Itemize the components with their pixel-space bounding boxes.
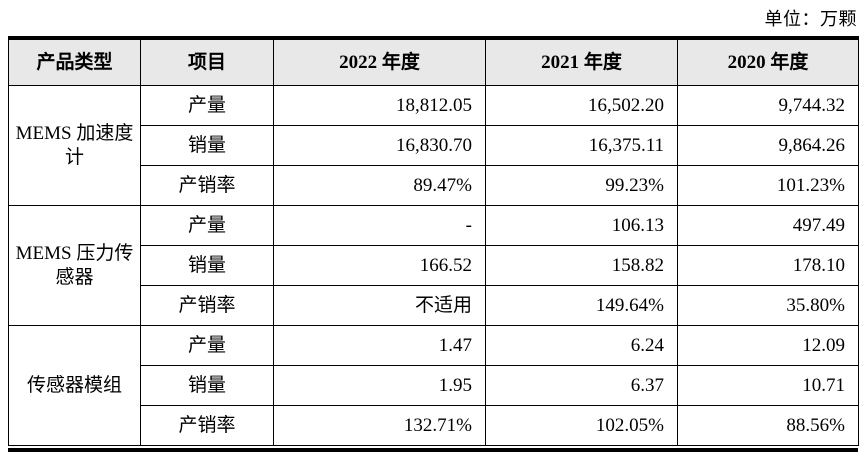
item-label: 产销率 [140, 405, 274, 446]
header-item: 项目 [140, 37, 274, 86]
value-2020: 12.09 [677, 325, 859, 366]
value-2021: 16,502.20 [485, 85, 678, 126]
item-label: 产量 [140, 325, 274, 366]
table-row: 传感器模组 产量 1.47 6.24 12.09 [8, 325, 859, 446]
item-label: 销量 [140, 125, 274, 166]
table-row: 销量 16,830.70 16,375.11 9,864.26 [9, 125, 859, 166]
value-2021: 99.23% [485, 165, 678, 206]
value-2021: 6.24 [485, 325, 678, 366]
product-name: MEMS 压力传感器 [8, 205, 141, 326]
value-2021: 106.13 [485, 205, 678, 246]
value-2021: 149.64% [485, 285, 678, 326]
group-sensor-module: 传感器模组 产量 1.47 6.24 12.09 销量 1.95 6.37 10… [8, 325, 859, 446]
header-product-type: 产品类型 [8, 37, 141, 86]
table-row: 产销率 89.47% 99.23% 101.23% [9, 165, 859, 206]
value-2020: 88.56% [677, 405, 859, 446]
unit-label: 单位：万颗 [764, 9, 857, 29]
value-2020: 10.71 [677, 365, 859, 406]
table-row: 产销率 不适用 149.64% 35.80% [9, 285, 859, 326]
value-2021: 158.82 [485, 245, 678, 286]
value-2020: 101.23% [677, 165, 859, 206]
value-2022: 166.52 [273, 245, 486, 286]
item-label: 销量 [140, 245, 274, 286]
value-2020: 178.10 [677, 245, 859, 286]
value-2022: 1.95 [273, 365, 486, 406]
value-2022: 16,830.70 [273, 125, 486, 166]
item-label: 产销率 [140, 285, 274, 326]
header-row: 产品类型 项目 2022 年度 2021 年度 2020 年度 [8, 37, 859, 86]
header-year-2020: 2020 年度 [677, 37, 859, 86]
value-2022: 不适用 [273, 285, 486, 326]
value-2022: - [273, 205, 486, 246]
item-label: 产量 [140, 85, 274, 126]
table-row: MEMS 压力传感器 产量 - 106.13 497.49 [8, 205, 859, 326]
header-year-2021: 2021 年度 [485, 37, 678, 86]
item-label: 销量 [140, 365, 274, 406]
table-row: 销量 166.52 158.82 178.10 [9, 245, 859, 286]
value-2020: 35.80% [677, 285, 859, 326]
value-2020: 9,744.32 [677, 85, 859, 126]
item-label: 产量 [140, 205, 274, 246]
value-2021: 16,375.11 [485, 125, 678, 166]
value-2022: 1.47 [273, 325, 486, 366]
product-name: 传感器模组 [8, 325, 141, 446]
value-2021: 6.37 [485, 365, 678, 406]
value-2022: 132.71% [273, 405, 486, 446]
value-2021: 102.05% [485, 405, 678, 446]
table-row: 销量 1.95 6.37 10.71 [9, 365, 859, 406]
production-sales-table: 产品类型 项目 2022 年度 2021 年度 2020 年度 MEMS 加速度… [8, 36, 859, 452]
table-row: MEMS 加速度计 产量 18,812.05 16,502.20 9,744.3… [8, 85, 859, 206]
item-label: 产销率 [140, 165, 274, 206]
group-mems-pressure-sensor: MEMS 压力传感器 产量 - 106.13 497.49 销量 166.52 … [8, 205, 859, 326]
table-row: 产销率 132.71% 102.05% 88.56% [9, 405, 859, 446]
group-mems-accelerometer: MEMS 加速度计 产量 18,812.05 16,502.20 9,744.3… [8, 85, 859, 206]
value-2020: 9,864.26 [677, 125, 859, 166]
value-2020: 497.49 [677, 205, 859, 246]
product-name: MEMS 加速度计 [8, 85, 141, 206]
value-2022: 18,812.05 [273, 85, 486, 126]
header-year-2022: 2022 年度 [273, 37, 486, 86]
data-table: 产品类型 项目 2022 年度 2021 年度 2020 年度 MEMS 加速度… [8, 36, 859, 446]
value-2022: 89.47% [273, 165, 486, 206]
